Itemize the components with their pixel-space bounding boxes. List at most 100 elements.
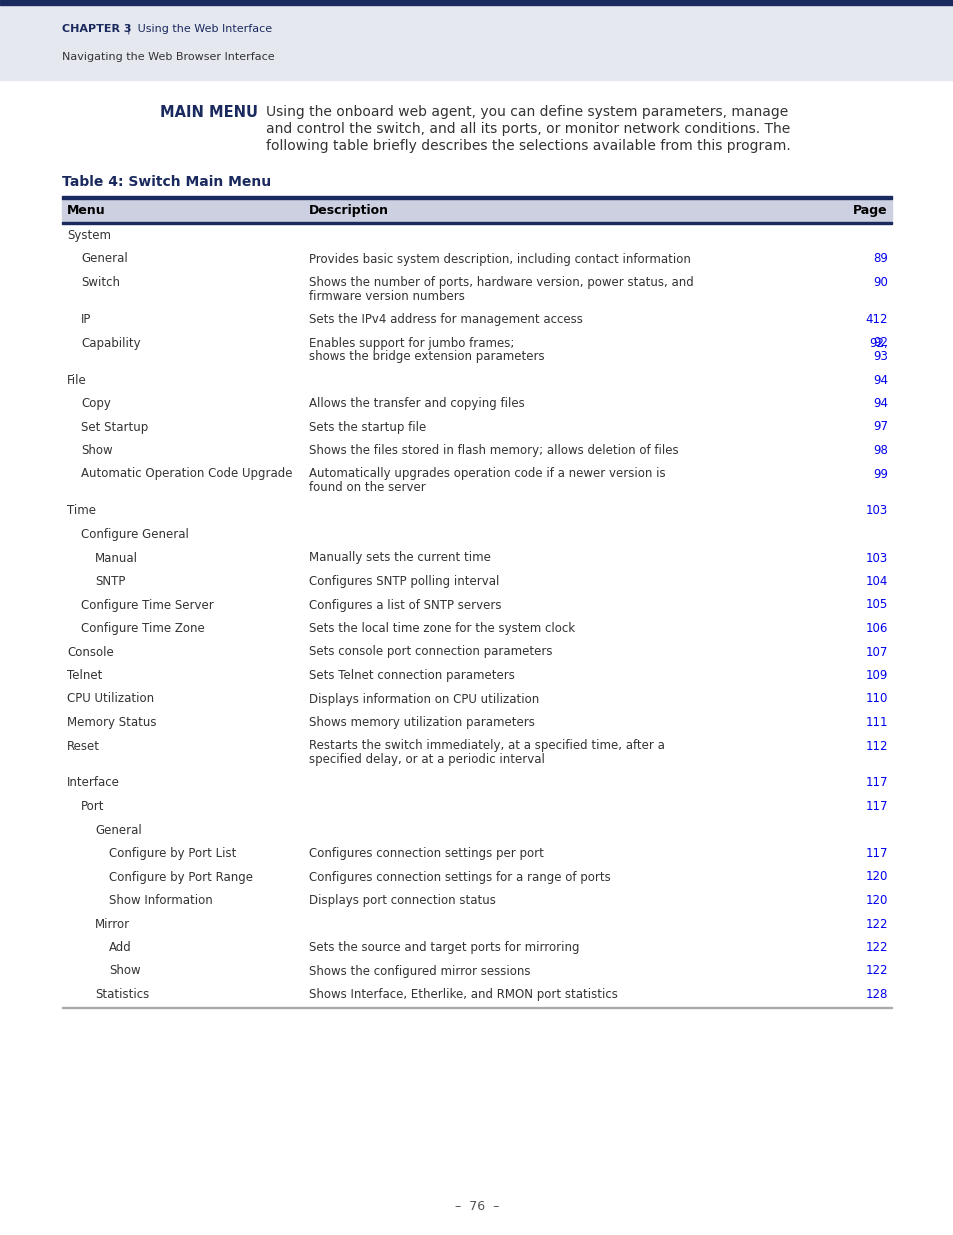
Text: Show: Show: [109, 965, 140, 977]
Text: Configures connection settings for a range of ports: Configures connection settings for a ran…: [309, 871, 610, 883]
Text: Interface: Interface: [67, 777, 120, 789]
Text: 104: 104: [864, 576, 887, 588]
Text: 92,: 92,: [868, 336, 887, 350]
Text: 103: 103: [864, 505, 887, 517]
Text: 412: 412: [864, 312, 887, 326]
Text: Configure General: Configure General: [81, 529, 189, 541]
Text: Port: Port: [81, 800, 105, 813]
Text: Switch: Switch: [81, 275, 120, 289]
Text: 122: 122: [864, 965, 887, 977]
Text: shows the bridge extension parameters: shows the bridge extension parameters: [309, 350, 544, 363]
Text: General: General: [81, 252, 128, 266]
Text: Sets the startup file: Sets the startup file: [309, 420, 426, 433]
Text: 99: 99: [872, 468, 887, 480]
Text: Memory Status: Memory Status: [67, 716, 156, 729]
Text: Configure by Port List: Configure by Port List: [109, 847, 236, 860]
Text: 106: 106: [864, 622, 887, 635]
Text: 111: 111: [864, 716, 887, 729]
Text: 120: 120: [864, 871, 887, 883]
Text: Automatic Operation Code Upgrade: Automatic Operation Code Upgrade: [81, 468, 293, 480]
Bar: [62, 199, 891, 222]
Text: Allows the transfer and copying files: Allows the transfer and copying files: [309, 396, 524, 410]
Text: 92,: 92,: [868, 336, 887, 350]
Text: Displays information on CPU utilization: Displays information on CPU utilization: [309, 693, 538, 705]
Text: 128: 128: [864, 988, 887, 1002]
Bar: [0, 5, 953, 80]
Text: IP: IP: [81, 312, 91, 326]
Text: 120: 120: [864, 894, 887, 906]
Text: 92: 92: [872, 336, 887, 350]
Text: 117: 117: [864, 800, 887, 813]
Text: File: File: [67, 373, 87, 387]
Text: Automatically upgrades operation code if a newer version is: Automatically upgrades operation code if…: [309, 468, 665, 480]
Text: Configures connection settings per port: Configures connection settings per port: [309, 847, 543, 860]
Text: Capability: Capability: [81, 336, 140, 350]
Bar: [62, 222, 891, 224]
Text: Using the onboard web agent, you can define system parameters, manage: Using the onboard web agent, you can def…: [266, 105, 787, 119]
Text: Navigating the Web Browser Interface: Navigating the Web Browser Interface: [62, 53, 274, 63]
Text: Manually sets the current time: Manually sets the current time: [309, 552, 491, 564]
Text: General: General: [95, 824, 142, 836]
Text: Sets Telnet connection parameters: Sets Telnet connection parameters: [309, 669, 515, 682]
Text: Sets console port connection parameters: Sets console port connection parameters: [309, 646, 552, 658]
Text: 107: 107: [864, 646, 887, 658]
Text: 90: 90: [872, 275, 887, 289]
Text: 110: 110: [864, 693, 887, 705]
Text: Displays port connection status: Displays port connection status: [309, 894, 496, 906]
Text: Shows the number of ports, hardware version, power status, and: Shows the number of ports, hardware vers…: [309, 275, 693, 289]
Text: Manual: Manual: [95, 552, 138, 564]
Text: Description: Description: [309, 204, 389, 217]
Text: found on the server: found on the server: [309, 480, 425, 494]
Text: Time: Time: [67, 505, 96, 517]
Text: 97: 97: [872, 420, 887, 433]
Text: Page: Page: [853, 204, 887, 217]
Text: |  Using the Web Interface: | Using the Web Interface: [120, 23, 272, 35]
Text: Console: Console: [67, 646, 113, 658]
Text: –  76  –: – 76 –: [455, 1200, 498, 1213]
Text: 109: 109: [864, 669, 887, 682]
Text: 94: 94: [872, 373, 887, 387]
Text: Configure by Port Range: Configure by Port Range: [109, 871, 253, 883]
Text: Configure Time Server: Configure Time Server: [81, 599, 213, 611]
Text: Shows the files stored in flash memory; allows deletion of files: Shows the files stored in flash memory; …: [309, 445, 678, 457]
Text: 103: 103: [864, 552, 887, 564]
Text: Table 4: Switch Main Menu: Table 4: Switch Main Menu: [62, 175, 271, 189]
Text: 117: 117: [864, 847, 887, 860]
Text: Configures SNTP polling interval: Configures SNTP polling interval: [309, 576, 498, 588]
Text: 94: 94: [872, 396, 887, 410]
Text: System: System: [67, 228, 111, 242]
Text: Sets the local time zone for the system clock: Sets the local time zone for the system …: [309, 622, 575, 635]
Text: 89: 89: [872, 252, 887, 266]
Text: Add: Add: [109, 941, 132, 953]
Text: MAIN MENU: MAIN MENU: [160, 105, 257, 120]
Text: CPU Utilization: CPU Utilization: [67, 693, 154, 705]
Text: Reset: Reset: [67, 740, 100, 752]
Bar: [62, 196, 891, 199]
Text: Shows the configured mirror sessions: Shows the configured mirror sessions: [309, 965, 530, 977]
Text: Copy: Copy: [81, 396, 111, 410]
Text: Show Information: Show Information: [109, 894, 213, 906]
Text: CHAPTER 3: CHAPTER 3: [62, 23, 132, 35]
Text: 98: 98: [872, 445, 887, 457]
Text: firmware version numbers: firmware version numbers: [309, 289, 464, 303]
Text: Sets the source and target ports for mirroring: Sets the source and target ports for mir…: [309, 941, 578, 953]
Text: 117: 117: [864, 777, 887, 789]
Text: Statistics: Statistics: [95, 988, 149, 1002]
Text: Shows memory utilization parameters: Shows memory utilization parameters: [309, 716, 535, 729]
Text: Shows Interface, Etherlike, and RMON port statistics: Shows Interface, Etherlike, and RMON por…: [309, 988, 618, 1002]
Text: Set Startup: Set Startup: [81, 420, 148, 433]
Text: Mirror: Mirror: [95, 918, 130, 930]
Text: 112: 112: [864, 740, 887, 752]
Text: Configure Time Zone: Configure Time Zone: [81, 622, 205, 635]
Text: 122: 122: [864, 918, 887, 930]
Bar: [0, 0, 953, 5]
Text: Provides basic system description, including contact information: Provides basic system description, inclu…: [309, 252, 690, 266]
Text: and control the switch, and all its ports, or monitor network conditions. The: and control the switch, and all its port…: [266, 122, 789, 136]
Text: Sets the IPv4 address for management access: Sets the IPv4 address for management acc…: [309, 312, 582, 326]
Text: Menu: Menu: [67, 204, 106, 217]
Text: following table briefly describes the selections available from this program.: following table briefly describes the se…: [266, 140, 790, 153]
Text: SNTP: SNTP: [95, 576, 125, 588]
Text: 105: 105: [864, 599, 887, 611]
Text: Restarts the switch immediately, at a specified time, after a: Restarts the switch immediately, at a sp…: [309, 740, 664, 752]
Text: Enables support for jumbo frames;: Enables support for jumbo frames;: [309, 336, 514, 350]
